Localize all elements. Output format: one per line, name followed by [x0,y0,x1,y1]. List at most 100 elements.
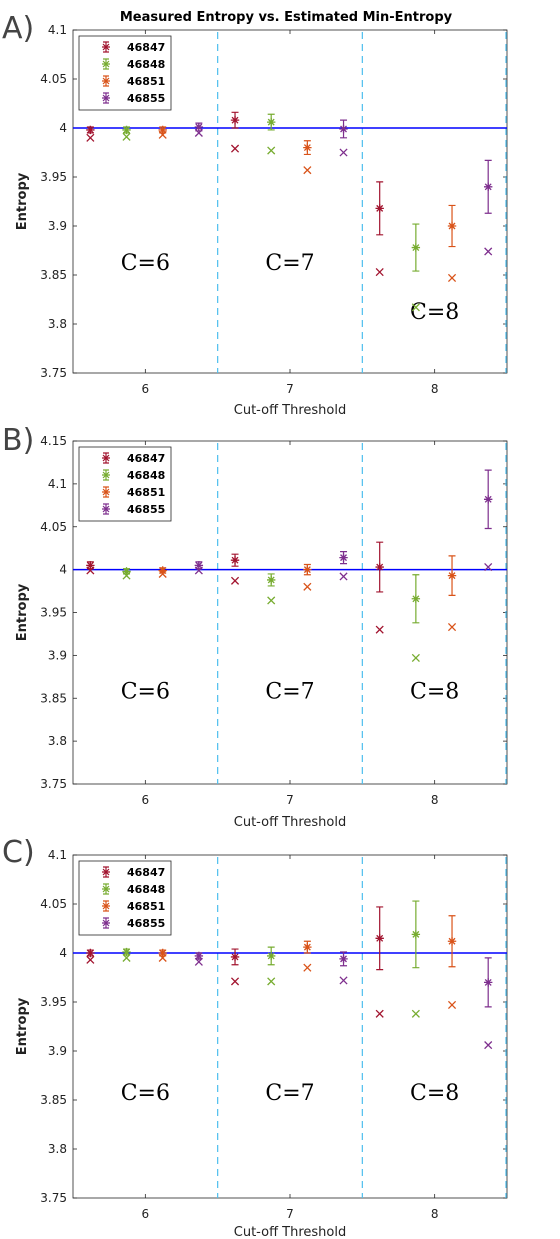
y-tick-label: 3.9 [48,1044,67,1058]
legend-box [78,446,172,522]
x-axis-label: Cut-off Threshold [234,1225,346,1239]
legend-marker [102,917,110,929]
x-axis-label: Cut-off Threshold [234,815,346,830]
measured-entropy-point [303,942,312,952]
measured-entropy-point [230,115,240,125]
legend-marker [102,452,110,464]
legend-marker [102,92,110,104]
measured-entropy-point [483,495,493,504]
legend-marker [102,900,110,912]
region-label: C=8 [410,300,459,325]
measured-entropy-point [303,565,312,574]
y-axis-label: Entropy [15,172,30,230]
measured-entropy-point [86,125,95,135]
measured-entropy-point [375,562,384,572]
region-label: C=8 [410,679,459,704]
legend-label: 46855 [127,503,165,516]
min-entropy-point [375,1009,384,1018]
measured-entropy-point [483,978,493,987]
x-tick-label: 7 [286,382,294,396]
min-entropy-point [447,1000,457,1009]
y-tick-label: 3.95 [40,606,67,620]
min-entropy-point [447,623,457,632]
measured-entropy-point [411,594,421,603]
panel-letter: B) [2,423,34,458]
x-tick-label: 6 [142,382,150,396]
y-tick-label: 4.05 [40,897,67,911]
min-entropy-point [230,144,240,153]
y-tick-label: 4.15 [40,434,67,448]
legend-box [78,35,172,111]
x-tick-label: 7 [286,793,294,807]
min-entropy-point [339,572,348,581]
legend-label: 46855 [127,92,165,105]
min-entropy-point [267,596,276,605]
x-axis-label: Cut-off Threshold [234,403,346,418]
legend-label: 46851 [127,900,165,913]
measured-entropy-point [447,221,457,231]
figure-title: Measured Entropy vs. Estimated Min-Entro… [120,10,453,25]
measured-entropy-point [194,561,204,570]
min-entropy-point [339,976,348,985]
min-entropy-point [375,625,384,634]
y-tick-label: 4.1 [48,477,67,491]
y-tick-label: 3.9 [48,219,67,233]
min-entropy-point [230,576,240,585]
measured-entropy-point [86,948,95,958]
legend-label: 46848 [127,469,165,482]
y-tick-label: 3.9 [48,648,67,662]
y-tick-label: 4.05 [40,520,67,534]
y-tick-label: 4.1 [48,23,67,37]
legend-label: 46855 [127,917,165,930]
legend-marker [102,503,110,515]
measured-entropy-point [339,553,348,562]
y-tick-label: 3.95 [40,995,67,1009]
region-label: C=7 [265,251,314,276]
x-tick-label: 6 [142,793,150,807]
min-entropy-point [122,132,131,141]
min-entropy-point [86,133,95,142]
measured-entropy-point [339,124,348,134]
region-label: C=6 [121,1081,170,1106]
measured-entropy-point [303,143,312,152]
y-tick-label: 3.75 [40,366,67,380]
legend-label: 46847 [127,866,165,879]
region-label: C=8 [410,1081,459,1106]
legend-label: 46847 [127,452,165,465]
measured-entropy-point [483,182,493,191]
min-entropy-point [447,273,457,282]
measured-entropy-point [266,951,276,961]
y-tick-label: 3.85 [40,1093,67,1107]
min-entropy-point [484,562,493,572]
measured-entropy-point [122,947,131,957]
legend-marker [102,41,110,53]
y-tick-label: 4.05 [40,72,67,86]
measured-entropy-point [447,937,457,946]
legend-label: 46848 [127,58,165,71]
x-tick-label: 8 [431,382,439,396]
y-tick-label: 3.75 [40,777,67,791]
min-entropy-point [230,977,240,986]
measured-entropy-point [339,954,348,964]
chart-panel-1: A) 3.75 3.8 3.85 3.9 3.95 4 4.05 4.1 6 7 8 Cut-off T… [2,11,508,418]
measured-entropy-point [158,125,167,135]
y-tick-label: 3.8 [48,317,67,331]
min-entropy-point [339,148,348,157]
region-label: C=7 [265,679,314,704]
min-entropy-point [375,268,384,277]
measured-entropy-point [230,952,240,962]
min-entropy-point [267,977,276,986]
legend-marker [102,469,110,481]
y-axis-label: Entropy [15,583,30,641]
panel-letter: A) [2,11,34,46]
measured-entropy-point [122,567,131,576]
legend-marker [102,866,110,878]
legend-marker [102,486,110,498]
min-entropy-point [267,146,276,155]
y-tick-label: 3.8 [48,1142,67,1156]
measured-entropy-point [194,122,204,132]
min-entropy-point [303,166,312,175]
y-tick-label: 3.85 [40,268,67,282]
panel-letter: C) [2,835,35,870]
